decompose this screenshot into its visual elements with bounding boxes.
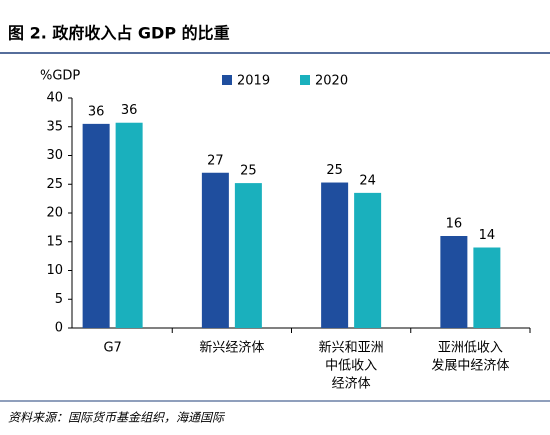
bar: [473, 247, 501, 328]
legend-swatch: [222, 75, 232, 85]
value-label: 24: [359, 173, 376, 188]
y-tick-label: 15: [46, 234, 63, 249]
y-tick-label: 10: [46, 263, 63, 278]
x-tick-label: 经济体: [332, 377, 371, 392]
bar: [115, 122, 143, 328]
value-label: 25: [240, 164, 257, 179]
y-tick-label: 25: [46, 177, 63, 192]
bar: [201, 172, 229, 328]
source: 资料来源：国际货币基金组织，海通国际: [8, 411, 226, 425]
bar: [440, 236, 468, 328]
legend-label: 2020: [315, 74, 348, 89]
value-label: 16: [446, 217, 463, 232]
y-tick-label: 0: [55, 321, 63, 336]
y-axis-label: %GDP: [40, 69, 80, 84]
x-tick-label: 新兴经济体: [199, 340, 264, 356]
x-tick-label: 发展中经济体: [431, 358, 509, 374]
bar: [82, 123, 110, 328]
y-tick-label: 20: [46, 206, 63, 221]
value-label: 36: [88, 104, 105, 119]
value-label: 14: [479, 228, 496, 243]
bar: [321, 182, 349, 328]
value-label: 36: [121, 103, 138, 118]
chart-title: 图 2. 政府收入占 GDP 的比重: [8, 24, 230, 43]
legend-label: 2019: [237, 74, 270, 89]
legend-swatch: [300, 75, 310, 85]
bar: [234, 183, 262, 328]
y-tick-label: 30: [46, 148, 63, 163]
value-label: 27: [207, 153, 224, 168]
y-tick-label: 5: [55, 292, 63, 307]
value-label: 25: [326, 163, 343, 178]
y-tick-label: 35: [46, 119, 63, 134]
x-tick-label: 亚洲低收入: [438, 341, 503, 356]
x-tick-label: 中低收入: [325, 359, 377, 374]
x-tick-label: G7: [103, 341, 121, 356]
y-tick-label: 40: [46, 91, 63, 106]
bar: [354, 192, 382, 328]
x-tick-label: 新兴和亚洲: [319, 340, 384, 356]
